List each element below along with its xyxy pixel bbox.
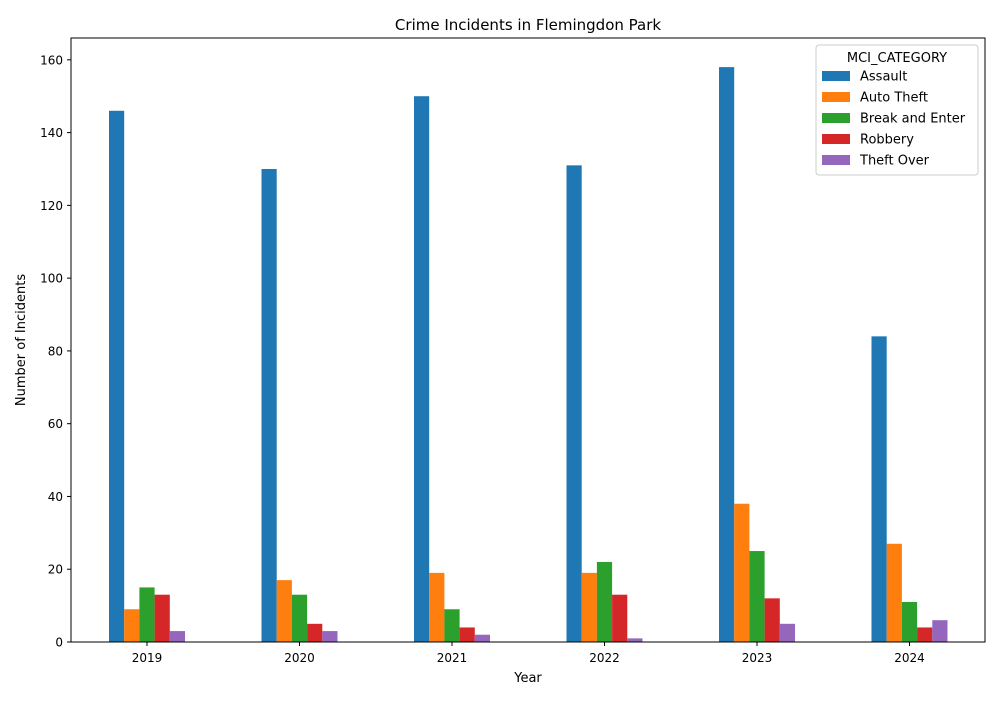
legend-swatch-auto-theft: [822, 92, 850, 102]
y-tick-label: 100: [40, 272, 63, 286]
x-tick-label: 2023: [742, 651, 773, 665]
bar-auto-theft-2020: [276, 580, 292, 642]
legend-label-auto-theft: Auto Theft: [860, 91, 928, 106]
bar-auto-theft-2022: [581, 572, 597, 642]
bar-theft-over-2019: [169, 631, 185, 642]
bar-robbery-2024: [917, 627, 933, 642]
y-tick-label: 80: [48, 344, 63, 358]
y-tick-label: 120: [40, 199, 63, 213]
bar-theft-over-2023: [779, 623, 795, 642]
bar-break-and-enter-2023: [749, 551, 765, 642]
legend-swatch-assault: [822, 71, 850, 81]
x-tick-label: 2019: [132, 651, 163, 665]
y-tick-label: 40: [48, 490, 63, 504]
bar-assault-2022: [566, 165, 582, 642]
bar-auto-theft-2019: [124, 609, 140, 642]
legend-swatch-break-and-enter: [822, 113, 850, 123]
legend-frame: [815, 44, 979, 176]
plot-frame: [70, 37, 986, 643]
legend-swatch-robbery: [822, 134, 850, 144]
bar-theft-over-2021: [474, 634, 490, 642]
legend: MCI_CATEGORY Assault Auto Theft Break and …: [815, 44, 979, 176]
x-tick-label: 2024: [894, 651, 925, 665]
bar-assault-2023: [719, 67, 735, 643]
x-axis-label: Year: [513, 671, 542, 686]
bar-robbery-2021: [459, 627, 475, 642]
x-tick-label: 2021: [437, 651, 468, 665]
y-tick-label: 20: [48, 563, 63, 577]
bar-break-and-enter-2020: [291, 594, 308, 642]
bar-theft-over-2022: [627, 638, 643, 642]
bar-robbery-2020: [307, 623, 323, 642]
x-tick-label: 2020: [284, 651, 315, 665]
legend-label-robbery: Robbery: [860, 133, 914, 148]
bar-auto-theft-2023: [734, 503, 750, 642]
legend-title: MCI_CATEGORY: [847, 51, 947, 66]
bars-layer: [109, 67, 948, 643]
bar-auto-theft-2021: [429, 572, 445, 642]
bar-theft-over-2020: [322, 631, 338, 642]
bar-assault-2024: [871, 336, 887, 642]
y-axis-label: Number of Incidents: [14, 274, 29, 406]
y-tick-label: 160: [40, 53, 63, 67]
legend-label-assault: Assault: [860, 70, 907, 85]
bar-assault-2019: [109, 110, 125, 642]
x-tick-label: 2022: [589, 651, 620, 665]
bar-robbery-2022: [612, 594, 628, 642]
bar-break-and-enter-2021: [444, 609, 460, 642]
legend-items: Assault Auto Theft Break and Enter Robbery T…: [822, 70, 966, 169]
bar-break-and-enter-2019: [139, 587, 155, 642]
bar-break-and-enter-2024: [901, 601, 918, 642]
bar-robbery-2019: [154, 594, 170, 642]
legend-swatch-theft-over: [822, 155, 850, 165]
x-axis: 2019 2020 2021 2022 2023 2024: [132, 642, 925, 665]
y-tick-label: 60: [48, 417, 63, 431]
legend-label-break-and-enter: Break and Enter: [860, 112, 966, 127]
y-axis: 0 20 40 60 80 100 120 140 160: [40, 53, 71, 650]
y-tick-label: 140: [40, 126, 63, 140]
bar-break-and-enter-2022: [596, 561, 613, 642]
bar-theft-over-2024: [932, 620, 948, 642]
bar-auto-theft-2024: [886, 543, 902, 642]
bar-assault-2021: [414, 96, 430, 643]
bar-assault-2020: [261, 168, 277, 643]
y-tick-label: 0: [55, 636, 63, 650]
legend-label-theft-over: Theft Over: [859, 154, 930, 169]
chart-title: Crime Incidents in Flemingdon Park: [395, 16, 661, 34]
bar-robbery-2023: [764, 598, 780, 642]
